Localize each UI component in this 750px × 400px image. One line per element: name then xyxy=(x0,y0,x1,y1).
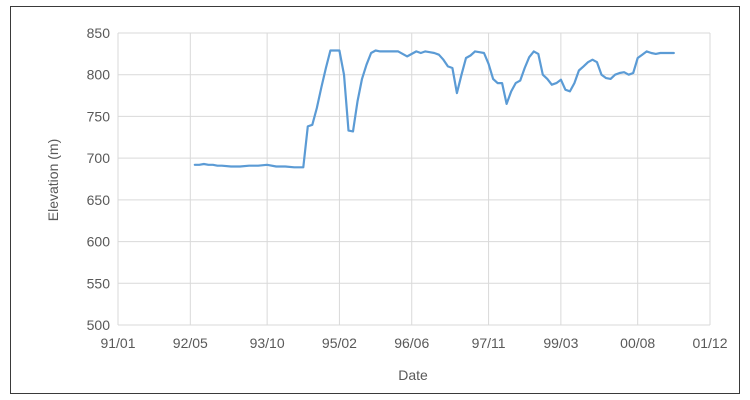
y-axis-title: Elevation (m) xyxy=(45,139,61,221)
elevation-series-line xyxy=(193,49,675,169)
y-tick-label: 800 xyxy=(87,67,111,83)
x-tick-label: 96/06 xyxy=(394,335,429,351)
y-tick-label: 700 xyxy=(87,150,111,166)
x-tick-label: 92/05 xyxy=(173,335,208,351)
x-tick-label: 99/03 xyxy=(543,335,578,351)
y-tick-label: 650 xyxy=(87,192,111,208)
x-tick-label: 97/11 xyxy=(472,335,506,351)
y-tick-label: 600 xyxy=(87,234,111,250)
y-tick-label: 500 xyxy=(87,317,111,333)
x-tick-label: 95/02 xyxy=(322,335,357,351)
x-tick-label: 91/01 xyxy=(100,335,135,351)
tick-labels: 500 550 600 650 700 750 800 850 91/01 92/05 93/10 9… xyxy=(87,25,728,351)
y-tick-label: 850 xyxy=(87,25,111,41)
x-tick-label: 01/12 xyxy=(692,335,727,351)
y-tick-label: 550 xyxy=(87,275,111,291)
y-tick-label: 750 xyxy=(87,108,111,124)
x-tick-label: 00/08 xyxy=(620,335,655,351)
x-tick-label: 93/10 xyxy=(250,335,285,351)
x-axis-title: Date xyxy=(398,367,428,383)
grid-lines xyxy=(117,32,711,326)
